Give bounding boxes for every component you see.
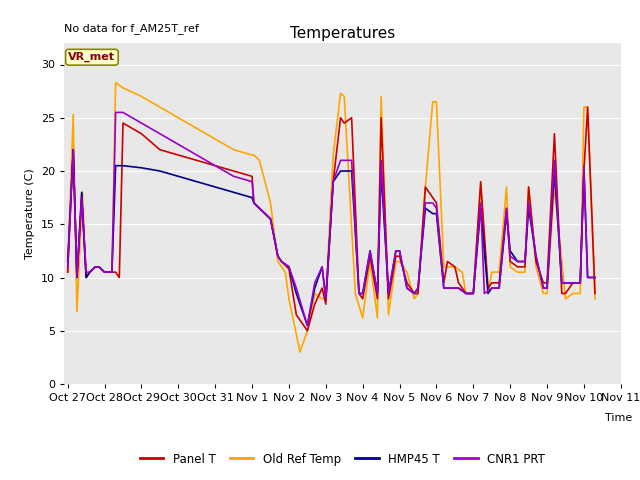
Y-axis label: Temperature (C): Temperature (C) — [26, 168, 35, 259]
Text: No data for f_AM25T_ref: No data for f_AM25T_ref — [64, 23, 199, 34]
Text: VR_met: VR_met — [68, 52, 115, 62]
Title: Temperatures: Temperatures — [290, 25, 395, 41]
X-axis label: Time: Time — [605, 413, 632, 423]
Legend: Panel T, Old Ref Temp, HMP45 T, CNR1 PRT: Panel T, Old Ref Temp, HMP45 T, CNR1 PRT — [135, 448, 550, 470]
